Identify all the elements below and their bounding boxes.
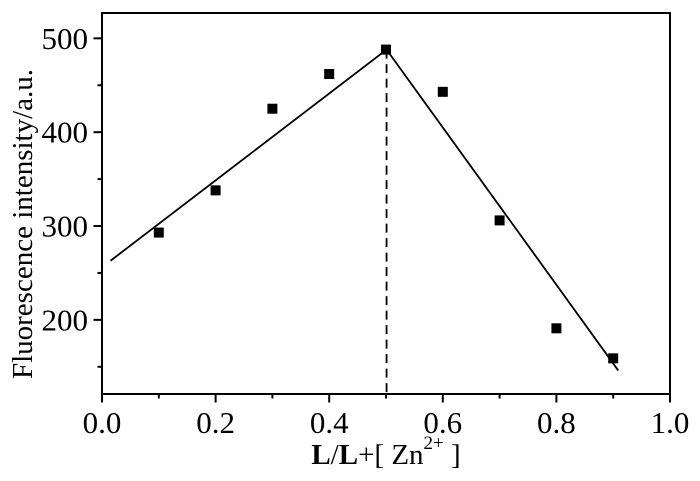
x-axis-title-superscript: 2+ <box>424 433 444 454</box>
x-axis-title-part: ] <box>444 439 461 471</box>
x-axis-title: L/L+[ Zn2+ ] <box>311 433 460 471</box>
y-tick-label: 500 <box>42 21 89 56</box>
data-point-0.5 <box>381 44 391 55</box>
data-point-0.4 <box>324 68 335 79</box>
data-point-0.8 <box>551 323 562 334</box>
data-point-0.3 <box>267 103 278 114</box>
x-tick-label: 0.4 <box>310 405 349 440</box>
data-point-0.2 <box>210 185 221 196</box>
y-tick-label: 200 <box>42 302 89 337</box>
x-axis-title-part: / <box>331 439 340 471</box>
x-axis-title-part: Zn <box>391 439 424 471</box>
falling-fit-line <box>385 49 620 372</box>
data-point-0.9 <box>608 353 619 364</box>
data-point-0.1 <box>153 227 164 238</box>
x-tick-label: 0.2 <box>196 405 235 440</box>
x-axis-title-part: L <box>339 439 358 471</box>
y-tick-label: 400 <box>42 115 89 150</box>
data-point-0.6 <box>437 86 448 97</box>
data-point-0.7 <box>494 215 505 226</box>
y-tick-label: 300 <box>42 209 89 244</box>
x-tick-label: 0.8 <box>537 405 576 440</box>
x-axis-title-part: +[ <box>358 439 391 471</box>
x-tick-label: 0.0 <box>83 405 122 440</box>
x-axis-title-part: L <box>311 439 330 471</box>
rising-fit-line <box>109 48 388 262</box>
x-tick-label: 1.0 <box>651 405 690 440</box>
x-tick-label: 0.6 <box>423 405 462 440</box>
y-axis-title: Fluorescence intensity/a.u. <box>7 69 39 379</box>
